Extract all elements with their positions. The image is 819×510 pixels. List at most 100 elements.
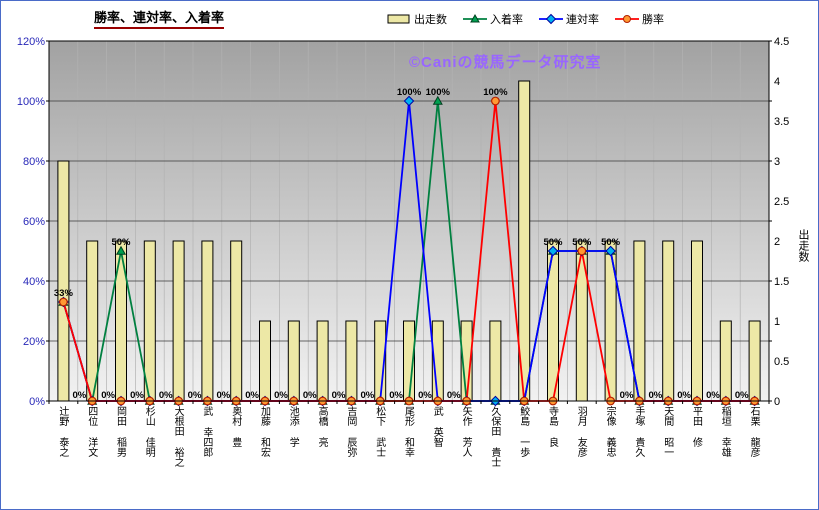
data-label: 0% [159,390,173,401]
x-axis-label: 寺島 良 [546,406,558,447]
legend-item-win: 勝率 [615,11,664,27]
x-axis-label: 高橋 亮 [316,406,328,447]
data-label: 0% [389,390,403,401]
x-axis-label: 岡田 稲男 [114,406,126,457]
svg-text:1: 1 [774,316,780,328]
data-label: 0% [101,390,115,401]
data-label: 0% [274,390,288,401]
data-label: 50% [601,237,621,248]
x-axis-label: 鮫島 一歩 [517,406,529,457]
svg-text:2: 2 [774,236,780,248]
svg-text:4.5: 4.5 [774,36,789,48]
bar-series [57,80,761,402]
diamond-marker-icon [403,95,415,107]
svg-text:100%: 100% [17,96,45,108]
circle-marker-icon [491,96,500,106]
svg-text:40%: 40% [23,276,45,288]
x-axis-label: 久保田 貴士 [488,406,500,467]
circle-marker-icon [59,297,68,307]
x-axis-label: 奥村 豊 [229,406,241,447]
legend-item-starts: 出走数 [387,11,447,27]
data-label: 0% [677,390,691,401]
x-axis-label: 池添 学 [287,406,299,447]
svg-text:3.5: 3.5 [774,116,789,128]
legend-label: 勝率 [642,14,664,26]
x-axis-label: 宗像 義忠 [604,406,616,457]
data-label: 0% [418,390,432,401]
svg-text:0.5: 0.5 [774,356,789,368]
svg-text:60%: 60% [23,216,45,228]
data-label: 0% [620,390,634,401]
data-label: 100% [397,87,422,98]
x-axis-label: 武 英智 [431,406,443,447]
svg-text:3: 3 [774,156,780,168]
x-axis-label: 加藤 和宏 [258,406,270,457]
data-label: 0% [130,390,144,401]
x-axis-label: 四位 洋文 [85,406,97,457]
svg-text:20%: 20% [23,336,45,348]
svg-text:0%: 0% [29,396,45,408]
x-axis-label: 矢作 芳人 [460,406,472,457]
data-label: 50% [543,237,563,248]
watermark: ©Caniの競馬データ研究室 [409,54,602,71]
legend-bar-swatch-icon [387,14,410,24]
data-label: 0% [735,390,749,401]
legend-item-quinella: 連対率 [539,11,599,27]
data-label: 50% [572,237,592,248]
legend-item-place: 入着率 [463,11,523,27]
svg-text:120%: 120% [17,36,45,48]
diamond-marker-icon [547,245,559,257]
x-axis-label: 天間 昭一 [661,406,673,457]
x-axis-label: 松下 武士 [373,406,385,457]
data-label: 100% [483,87,508,98]
chart-title: 勝率、連対率、入着率 [94,7,225,29]
circle-marker-icon [577,246,587,256]
svg-text:2.5: 2.5 [774,196,789,208]
x-axis-label: 手塚 貴久 [632,406,644,457]
legend-diamond-marker-icon [539,13,563,25]
data-label: 0% [216,390,230,401]
data-label: 100% [426,87,451,98]
triangle-marker-icon [115,245,127,255]
data-label: 0% [648,390,662,401]
right-axis-title: 出走数 [797,229,809,262]
svg-text:4: 4 [774,76,780,88]
x-axis-label: 平田 修 [690,406,702,447]
diamond-marker-icon [605,245,616,257]
svg-text:0: 0 [774,396,780,408]
data-label: 50% [111,237,131,248]
x-axis-label: 武 幸四郎 [200,406,212,457]
data-label: 0% [447,390,461,401]
svg-text:80%: 80% [23,156,45,168]
legend-triangle-marker-icon [463,13,487,23]
left-axis-tick-labels: 0% 20% 40% 60% 80% 100% 120% [17,36,45,408]
legend-label: 出走数 [414,14,447,26]
axis-ticks [46,40,772,404]
x-axis-label: 羽月 友彦 [575,406,587,457]
x-axis-label: 大根田 裕之 [172,406,184,467]
data-label: 0% [245,390,259,401]
legend: 出走数 入着率 連対率 勝率 [387,11,664,27]
data-label: 0% [332,390,346,401]
legend-label: 入着率 [490,14,523,26]
data-label: 33% [54,288,74,299]
x-axis-label: 吉岡 辰弥 [344,406,356,457]
legend-circle-marker-icon [615,15,639,23]
x-axis-label: 石栗 龍彦 [748,406,760,457]
right-axis-tick-labels: 0 0.5 1 1.5 2 2.5 3 3.5 4 4.5 [774,36,789,408]
data-label: 0% [72,390,86,401]
triangle-marker-icon [432,95,443,105]
data-label: 0% [706,390,720,401]
x-axis-label: 稲垣 幸雄 [719,406,731,457]
data-label: 0% [303,390,317,401]
x-axis-label: 尾形 和幸 [402,406,414,457]
x-axis-label: 辻野 泰之 [56,406,68,457]
x-axis-label: 杉山 佳明 [143,406,155,457]
svg-text:1.5: 1.5 [774,276,789,288]
data-label: 0% [360,390,374,401]
data-label: 0% [188,390,202,401]
point-labels: 33% 50% 100% 100% 100% 50% 50% 50% 0% 0% 0% 0% 0% 0% 0… [54,87,749,401]
